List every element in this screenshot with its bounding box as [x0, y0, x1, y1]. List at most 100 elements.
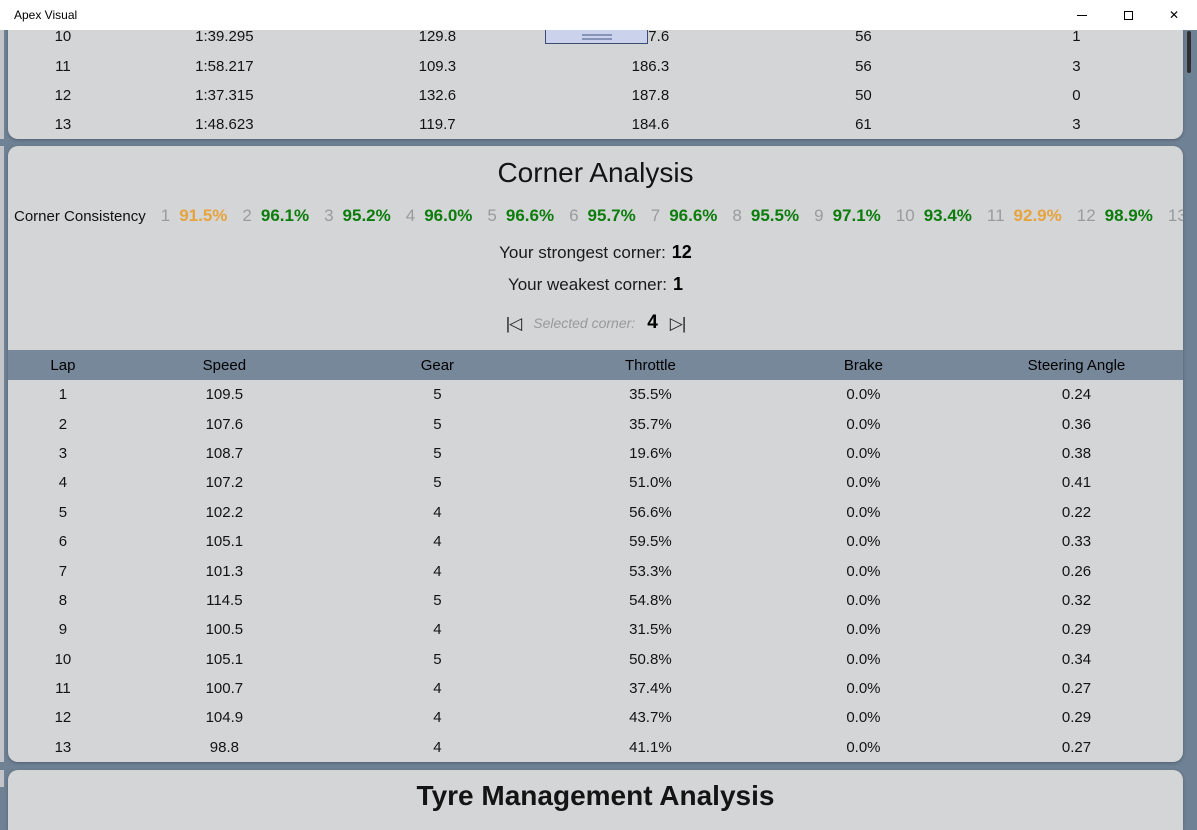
table-cell: 107.2 — [205, 474, 244, 492]
table-cell: 8 — [58, 591, 68, 609]
minimize-icon — [1077, 14, 1087, 16]
column-header: Brake — [756, 350, 970, 380]
table-cell: 56 — [855, 28, 872, 46]
table-cell: 11 — [55, 680, 71, 698]
maximize-icon — [1123, 10, 1133, 20]
table-cell: 1 — [1072, 28, 1081, 46]
table-cell: 0.29 — [1061, 621, 1092, 639]
table-cell: 56 — [855, 57, 872, 75]
table-cell: 3 — [1072, 57, 1081, 75]
table-row: 3 108.7 5 19.6% 0.0% 0.38 — [8, 439, 1183, 468]
maximize-button[interactable] — [1105, 0, 1151, 30]
table-cell: 100.5 — [205, 621, 244, 639]
corner-consistency-value: 93.4% — [923, 206, 972, 225]
table-row: 12 104.9 4 43.7% 0.0% 0.29 — [8, 703, 1183, 732]
table-row: 2 107.6 5 35.7% 0.0% 0.36 — [8, 409, 1183, 438]
skip-next-icon[interactable]: ▷| — [669, 313, 686, 333]
corner-number: 7 — [650, 206, 661, 225]
table-cell: 0.0% — [846, 533, 881, 551]
corner-number: 2 — [242, 206, 252, 225]
table-cell: 6 — [58, 533, 68, 551]
table-cell: 0.0% — [846, 562, 881, 580]
table-cell: 0.26 — [1061, 562, 1092, 580]
table-cell: 56.6% — [629, 503, 672, 521]
strongest-corner-label: Your strongest corner: — [499, 243, 666, 262]
table-cell: 105.1 — [205, 533, 244, 551]
table-header-row: Lap Speed Gear Throttle Brake Steering Angle — [8, 350, 1183, 380]
corner-consistency-value: 95.5% — [750, 206, 800, 225]
vertical-scrollbar-thumb[interactable] — [1187, 31, 1191, 73]
corner-consistency-value: 91.5% — [179, 206, 228, 225]
table-cell: 5 — [433, 650, 442, 668]
clipped-content-edge — [0, 22, 4, 139]
table-cell: 0.36 — [1061, 415, 1092, 433]
table-cell: 4 — [433, 738, 442, 756]
table-cell: 0.38 — [1061, 444, 1092, 462]
table-cell: 0.22 — [1061, 503, 1092, 521]
table-cell: 1:58.217 — [195, 57, 254, 75]
table-cell: 5 — [58, 503, 68, 521]
table-cell: 3 — [58, 444, 68, 462]
corner-lap-table: Lap Speed Gear Throttle Brake Steering Angle … — [8, 350, 1183, 762]
section-title: Corner Analysis — [497, 157, 694, 188]
column-header: Speed — [117, 350, 331, 380]
tyre-management-card: Tyre Management Analysis — [8, 770, 1183, 830]
table-cell: 184.6 — [631, 116, 670, 134]
table-cell: 50.8% — [629, 650, 672, 668]
corner-number: 9 — [814, 206, 824, 225]
table-cell: 54.8% — [629, 591, 672, 609]
corner-consistency-value: 96.6% — [669, 206, 718, 225]
table-row: 8 114.5 5 54.8% 0.0% 0.32 — [8, 586, 1183, 615]
corner-consistency-value: 96.1% — [260, 206, 310, 225]
table-cell: 0.0% — [846, 621, 881, 639]
table-cell: 11 — [55, 57, 71, 75]
corner-number: 8 — [732, 206, 742, 225]
table-cell: 4 — [433, 533, 442, 551]
title-bar: Apex Visual ✕ — [0, 0, 1197, 30]
minimize-button[interactable] — [1059, 0, 1105, 30]
column-header: Lap — [8, 350, 118, 380]
table-cell: 35.7% — [629, 415, 672, 433]
table-cell: 4 — [433, 709, 442, 727]
table-cell: 0.0% — [846, 503, 881, 521]
table-cell: 105.1 — [205, 650, 244, 668]
table-cell: 51.0% — [629, 474, 672, 492]
corner-number: 10 — [895, 206, 915, 225]
table-row: 10 105.1 5 50.8% 0.0% 0.34 — [8, 645, 1183, 674]
table-cell: 5 — [433, 386, 442, 404]
corner-selector: |◁ Selected corner: 4 ▷| — [8, 312, 1183, 334]
table-cell: 0.41 — [1061, 474, 1092, 492]
table-cell: 4 — [433, 680, 442, 698]
table-row: 5 102.2 4 56.6% 0.0% 0.22 — [8, 498, 1183, 527]
corner-consistency-label: Corner Consistency — [14, 207, 146, 225]
corner-consistency-value: 92.9% — [1013, 206, 1062, 225]
horizontal-scrollbar-thumb[interactable] — [545, 29, 648, 44]
corner-consistency-value: 96.6% — [505, 206, 555, 225]
table-row: 7 101.3 4 53.3% 0.0% 0.26 — [8, 556, 1183, 585]
clipped-content-edge — [0, 146, 4, 762]
table-cell: 1 — [58, 386, 68, 404]
table-cell: 41.1% — [629, 738, 672, 756]
table-cell: 35.5% — [629, 386, 672, 404]
table-cell: 0.33 — [1061, 533, 1092, 551]
table-cell: 5 — [433, 591, 442, 609]
table-cell: 37.4% — [629, 680, 672, 698]
corner-number: 6 — [569, 206, 579, 225]
table-cell: 1:48.623 — [195, 116, 254, 134]
table-cell: 0.0% — [846, 591, 881, 609]
table-cell: 4 — [58, 474, 68, 492]
table-cell: 13 — [54, 116, 72, 134]
table-cell: 9 — [58, 621, 68, 639]
table-cell: 59.5% — [629, 533, 672, 551]
table-cell: 0.27 — [1061, 680, 1092, 698]
skip-previous-icon[interactable]: |◁ — [505, 313, 522, 333]
table-cell: 109.5 — [205, 386, 244, 404]
close-button[interactable]: ✕ — [1151, 0, 1197, 30]
table-cell: 0.0% — [846, 650, 881, 668]
lap-times-table: 10 1:39.295 129.8 187.6 56 1 11 1:58.217 109.3 18… — [8, 22, 1183, 139]
corner-number: 11 — [986, 206, 1005, 225]
window-controls: ✕ — [1059, 0, 1197, 30]
column-header: Throttle — [543, 350, 757, 380]
table-row: 11 1:58.217 109.3 186.3 56 3 — [8, 51, 1183, 80]
corner-number: 3 — [324, 206, 334, 225]
